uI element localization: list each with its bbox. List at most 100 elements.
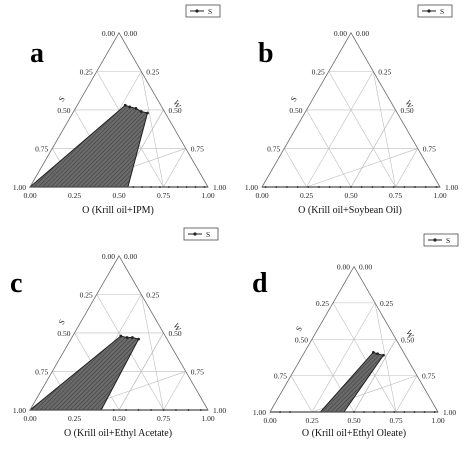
- legend: S: [423, 233, 459, 247]
- grid-line: [332, 302, 397, 413]
- left-tick-label: 1.00: [245, 183, 258, 192]
- data-point: [146, 111, 149, 115]
- grid-line: [283, 148, 307, 188]
- data-point: [125, 336, 129, 339]
- bottom-tick-label: 0.00: [255, 191, 268, 200]
- triangle-frame: [29, 32, 209, 188]
- left-tick-label: 1.00: [253, 408, 266, 417]
- bottom-tick-label: 0.00: [23, 191, 36, 200]
- grid-line: [372, 71, 396, 188]
- left-tick-label: 0.25: [316, 299, 329, 308]
- bottom-tick-label: 1.00: [431, 416, 444, 425]
- ternary-panel-c: 0.000.001.000.250.250.750.500.50 0.500.75…: [10, 227, 226, 439]
- grid-line: [306, 71, 374, 188]
- grid-line: [311, 302, 376, 413]
- panel-letter: b: [258, 38, 274, 69]
- data-point: [128, 105, 132, 109]
- grid-line: [374, 302, 397, 413]
- bottom-axis-title: O (Krill oil+IPM): [82, 205, 154, 216]
- legend: S: [417, 4, 453, 18]
- bottom-tick-label: 0.00: [23, 414, 36, 423]
- data-point: [130, 336, 134, 339]
- ternary-panel-d: 0.000.001.000.250.250.750.500.50 0.500.75…: [252, 233, 459, 439]
- left-axis-label: S: [57, 318, 67, 326]
- grid-line: [290, 375, 313, 413]
- bottom-tick-label: 0.00: [263, 416, 276, 425]
- right-tick-label: 0.75: [422, 372, 435, 381]
- right-tick-label: 0.00: [124, 252, 137, 261]
- left-axis-label: S: [57, 95, 67, 103]
- right-tick-label: 1.00: [213, 406, 226, 415]
- panel-letter: c: [10, 268, 22, 299]
- right-tick-label: 0.25: [146, 67, 159, 76]
- left-tick-label: 1.00: [13, 406, 26, 415]
- left-tick-label: 0.00: [102, 29, 115, 38]
- right-tick-label: 0.75: [423, 144, 436, 153]
- phase-region: [319, 351, 385, 413]
- right-tick-label: 1.00: [443, 408, 456, 417]
- legend-marker: [433, 238, 437, 242]
- grid-line: [140, 71, 164, 188]
- right-tick-label: 0.50: [169, 329, 182, 338]
- data-point: [376, 352, 379, 356]
- legend: S: [183, 227, 219, 241]
- bottom-tick-label: 0.75: [389, 191, 402, 200]
- right-tick-label: 0.25: [146, 290, 159, 299]
- right-tick-label: 0.50: [169, 106, 182, 115]
- bottom-tick-label: 1.00: [201, 191, 214, 200]
- data-point: [139, 110, 143, 113]
- bottom-tick-label: 0.25: [305, 416, 318, 425]
- left-tick-label: 0.75: [35, 144, 48, 153]
- left-tick-label: 0.00: [102, 252, 115, 261]
- data-point: [137, 337, 140, 341]
- ternary-panel-b: 0.000.001.000.250.250.750.500.50 0.500.75…: [245, 4, 458, 216]
- left-tick-label: 0.50: [289, 106, 302, 115]
- panel-letter: a: [30, 38, 44, 69]
- bottom-tick-label: 0.50: [112, 191, 125, 200]
- right-tick-label: 0.00: [359, 263, 372, 272]
- right-tick-label: 0.25: [380, 299, 393, 308]
- legend-entry: S: [208, 7, 212, 16]
- bottom-tick-label: 0.50: [344, 191, 357, 200]
- legend-entry: S: [206, 230, 210, 239]
- legend-marker: [427, 9, 431, 13]
- data-point: [123, 103, 127, 107]
- grid-line: [395, 375, 418, 413]
- right-axis-label: W: [404, 328, 416, 339]
- ternary-panel-a: 0.000.001.000.250.250.750.500.50 0.500.75…: [13, 4, 226, 216]
- grid-line: [163, 371, 187, 411]
- bottom-axis-title: O (Krill oil+Ethyl Acetate): [64, 428, 172, 439]
- legend-entry: S: [440, 7, 444, 16]
- left-tick-label: 0.25: [80, 67, 93, 76]
- left-tick-label: 0.25: [80, 290, 93, 299]
- left-axis-label: S: [289, 95, 299, 103]
- bottom-tick-label: 0.50: [347, 416, 360, 425]
- grid-line: [395, 148, 419, 188]
- bottom-tick-label: 0.50: [112, 414, 125, 423]
- legend-marker: [193, 232, 197, 236]
- left-tick-label: 0.00: [334, 29, 347, 38]
- triangle-frame: [29, 255, 209, 411]
- bottom-axis-title: O (Krill oil+Soybean Oil): [298, 205, 402, 216]
- bottom-tick-label: 0.25: [68, 191, 81, 200]
- triangle-frame: [269, 265, 439, 413]
- left-tick-label: 0.50: [57, 329, 70, 338]
- data-point: [382, 353, 385, 357]
- right-tick-label: 0.75: [191, 144, 204, 153]
- right-tick-label: 1.00: [445, 183, 458, 192]
- left-tick-label: 1.00: [13, 183, 26, 192]
- right-axis-label: W: [403, 99, 415, 110]
- right-tick-label: 0.00: [124, 29, 137, 38]
- left-tick-label: 0.50: [295, 335, 308, 344]
- bottom-tick-label: 0.25: [300, 191, 313, 200]
- right-tick-label: 0.50: [401, 106, 414, 115]
- grid-line: [328, 71, 396, 188]
- bottom-tick-label: 0.25: [68, 414, 81, 423]
- grid-line: [140, 294, 164, 411]
- bottom-axis-title: O (Krill oil+Ethyl Oleate): [302, 428, 406, 439]
- bottom-tick-label: 1.00: [433, 191, 446, 200]
- left-tick-label: 0.75: [267, 144, 280, 153]
- left-tick-label: 0.75: [274, 372, 287, 381]
- bottom-tick-label: 0.75: [157, 414, 170, 423]
- legend-entry: S: [446, 236, 450, 245]
